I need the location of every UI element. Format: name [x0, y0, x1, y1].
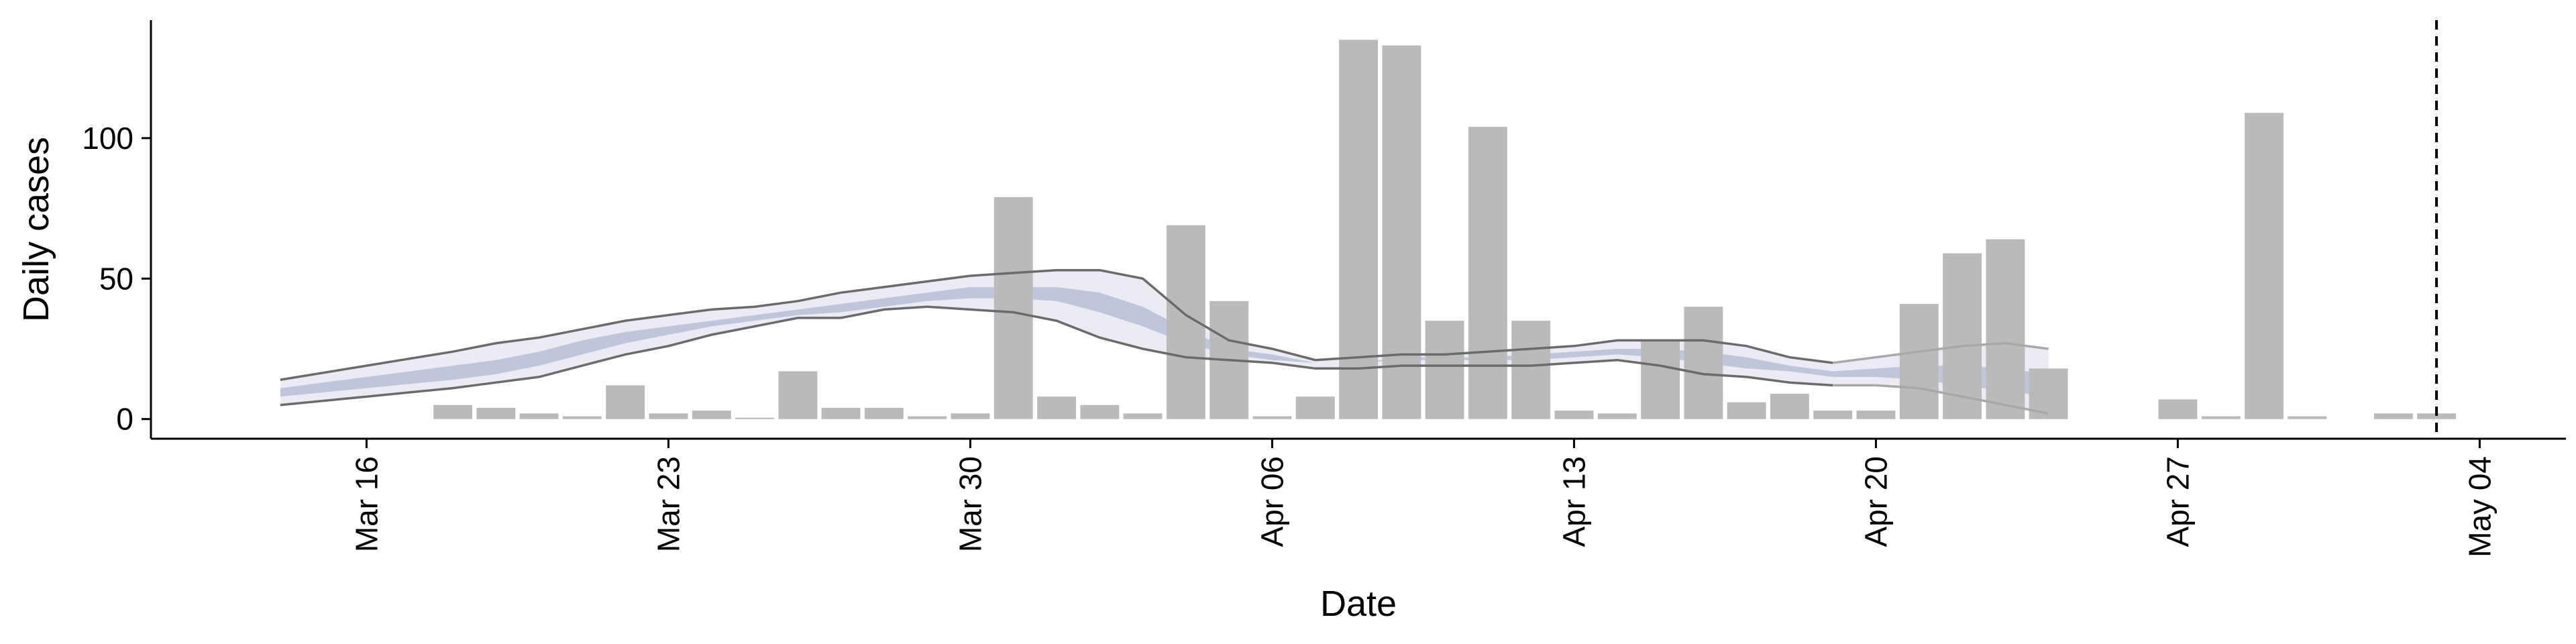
x-tick-label: Apr 13 [1556, 456, 1591, 547]
bar [1813, 411, 1853, 419]
x-tick-label: Mar 16 [349, 456, 384, 552]
x-tick-label: May 04 [2462, 456, 2497, 557]
y-axis-title: Daily cases [16, 137, 56, 322]
x-tick-label: Mar 30 [953, 456, 987, 552]
bar [1943, 253, 1982, 419]
bar [519, 413, 559, 419]
bar [2201, 416, 2241, 419]
band-outer [280, 270, 2049, 414]
bar [2158, 399, 2198, 419]
upper-bound-line [280, 268, 1833, 381]
x-tick-label: Apr 20 [1858, 456, 1893, 547]
bar [1468, 127, 1507, 419]
bar [1123, 413, 1163, 419]
x-tick-label: Apr 27 [2160, 456, 2195, 547]
y-tick-label: 50 [99, 261, 133, 296]
bar [1986, 239, 2025, 419]
bar [2288, 416, 2327, 419]
bar [1339, 40, 1378, 419]
bar [433, 405, 472, 419]
bar [1856, 411, 1896, 419]
bar [951, 413, 990, 419]
bar [735, 417, 774, 419]
bar [1554, 411, 1594, 419]
y-tick-label: 100 [82, 121, 133, 156]
bar [476, 407, 516, 419]
x-axis-ticks: Mar 16 Mar 23 Mar 30 Apr 06 Apr 13 Apr 20 Apr … [349, 439, 2497, 557]
bar [1684, 307, 1723, 419]
bar [2373, 413, 2413, 419]
bar [778, 371, 818, 419]
bar [1252, 416, 1292, 419]
bar [2245, 113, 2284, 419]
bar [1899, 304, 1939, 419]
upper-bound-line-recent [1832, 341, 2049, 364]
bar [562, 416, 602, 419]
bar [1295, 396, 1335, 419]
bar [2417, 413, 2457, 419]
bar [864, 407, 904, 419]
x-tick-label: Mar 23 [651, 456, 686, 552]
lower-bound-line-recent [1833, 384, 2049, 415]
bar [692, 411, 731, 419]
axes: 0 50 100 Mar 16 Mar 23 Mar 30 Apr 06 Apr 13 Apr… [82, 20, 2566, 557]
bar [1597, 413, 1637, 419]
plot-area [280, 20, 2457, 439]
bar [649, 413, 688, 419]
lower-bound-line [280, 305, 1833, 407]
bar [1641, 340, 1680, 419]
x-tick-label: Apr 06 [1254, 456, 1289, 547]
estimate-bound-lines [280, 268, 2049, 415]
bar [908, 416, 947, 419]
bar [1037, 396, 1076, 419]
bar [821, 407, 861, 419]
bar [1770, 394, 1809, 419]
bar [1425, 321, 1464, 419]
bar [994, 197, 1033, 419]
y-tick-label: 0 [116, 402, 133, 437]
bar [1511, 321, 1551, 419]
bar [606, 385, 645, 419]
bar [1080, 405, 1120, 419]
bar [1382, 45, 1421, 419]
x-axis-title: Date [1320, 584, 1397, 624]
y-axis-ticks: 0 50 100 [82, 121, 151, 437]
bar [1727, 402, 1766, 419]
case-bars [433, 40, 2457, 419]
estimate-bands [280, 270, 2049, 414]
